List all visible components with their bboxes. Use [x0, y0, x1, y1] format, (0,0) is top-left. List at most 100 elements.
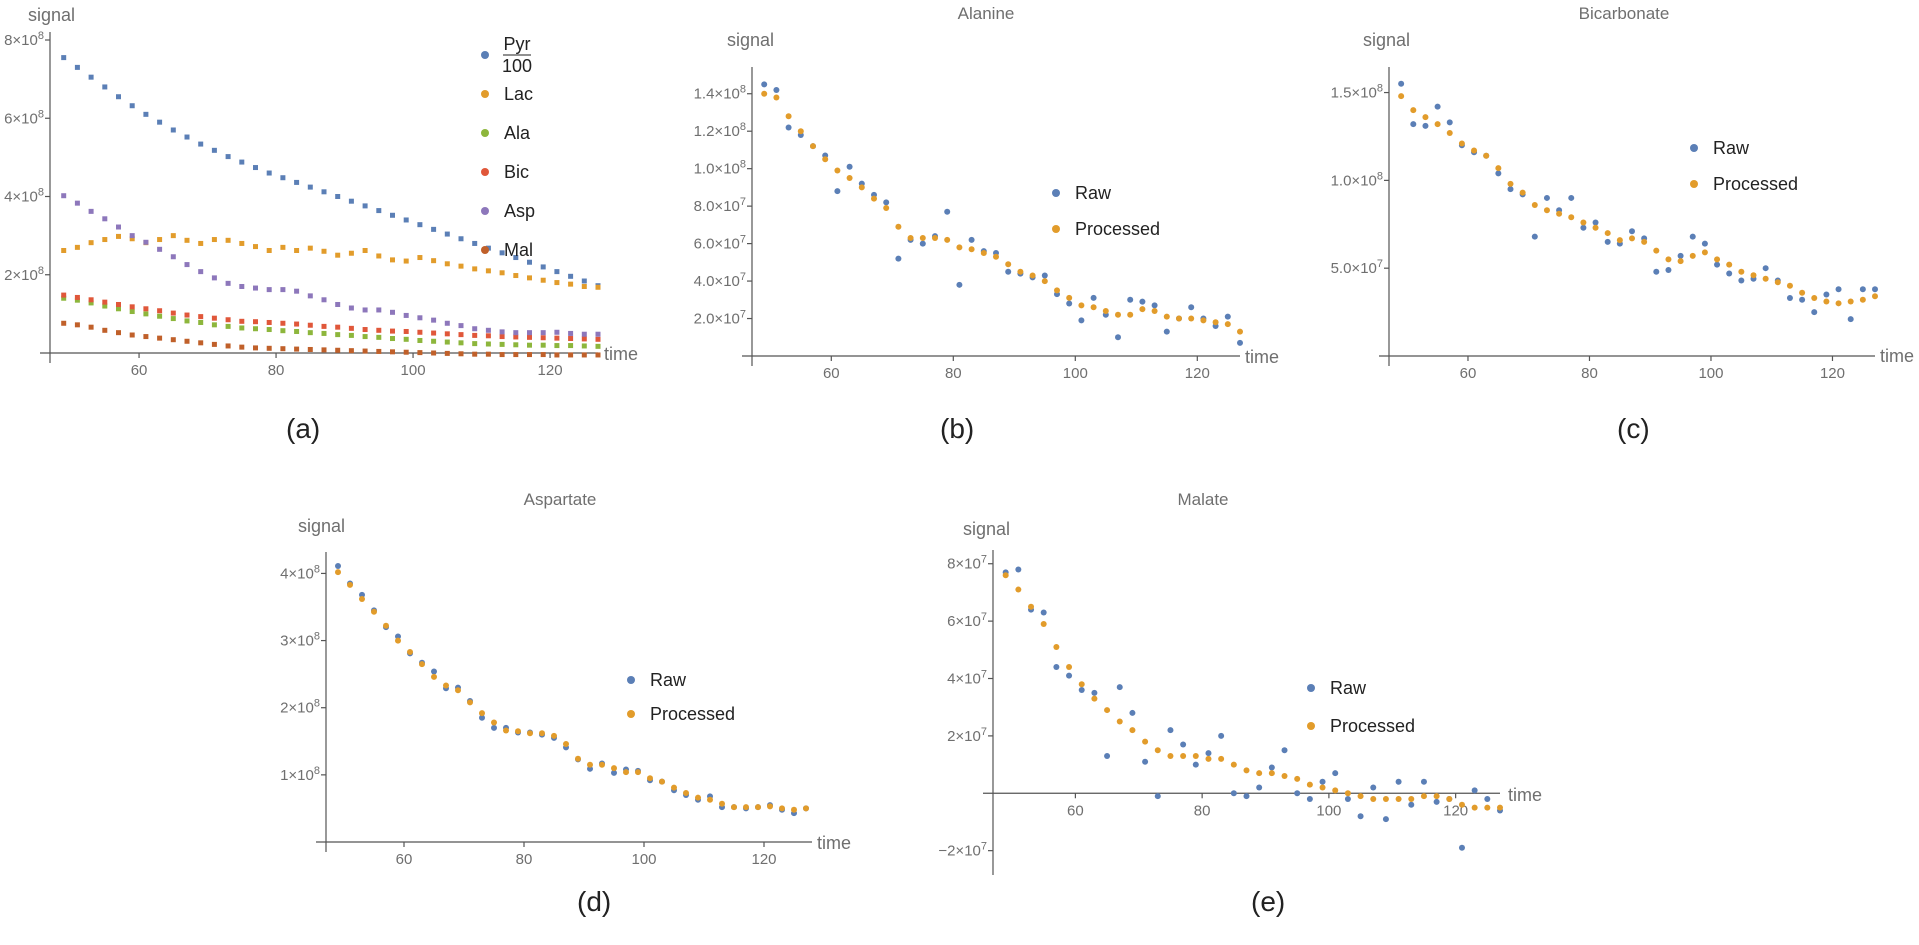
chart-a-point-ala — [581, 343, 587, 349]
chart-a-point-mal — [472, 351, 478, 357]
chart-a-point-mal — [143, 334, 149, 340]
chart-a-point-bic — [513, 334, 519, 340]
chart-a-point-pyr — [253, 165, 258, 171]
chart-a-point-bic — [225, 317, 231, 323]
chart-a-point-mal — [554, 352, 560, 358]
chart-a-point-ala — [458, 340, 464, 346]
chart-b-point-processed — [1005, 261, 1012, 268]
chart-a-point-lac — [362, 247, 368, 253]
chart-d-xtick-label: 80 — [516, 851, 533, 868]
chart-a-point-bic — [184, 312, 190, 318]
chart-b-point-processed — [1188, 315, 1195, 322]
chart-b-point-processed — [871, 195, 877, 202]
chart-b-point-raw — [919, 240, 926, 247]
chart-b-point-processed — [1102, 308, 1109, 315]
chart-e-point-processed — [1180, 752, 1187, 759]
chart-d-point-processed — [419, 661, 425, 668]
chart-a-point-pyr — [390, 212, 395, 218]
chart-b-point-raw — [1090, 294, 1097, 301]
chart-e-point-processed — [1116, 718, 1123, 725]
chart-a-point-ala — [61, 295, 67, 301]
chart-a-point-mal — [321, 347, 327, 353]
chart-a-point-mal — [211, 341, 217, 347]
chart-d-point-processed — [731, 804, 737, 811]
chart-a-point-pyr — [294, 179, 300, 185]
panel-label-b: (b) — [940, 413, 974, 444]
chart-a-point-pyr — [335, 194, 341, 199]
chart-c-point-processed — [1665, 256, 1672, 263]
chart-b-point-processed — [907, 234, 914, 241]
chart-e-ytick-label: −2×107 — [938, 841, 987, 860]
chart-a-point-lac — [129, 236, 135, 242]
chart-e-point-processed — [1471, 804, 1478, 811]
chart-d-point-processed — [671, 784, 677, 791]
chart-a-point-bic — [198, 314, 204, 320]
chart-a-point-mal — [157, 335, 163, 341]
chart-a-point-mal — [458, 351, 464, 357]
legend-label-e-processed: Processed — [1330, 716, 1415, 736]
legend-label-c-processed: Processed — [1713, 174, 1798, 194]
chart-c-point-processed — [1786, 282, 1793, 289]
chart-c-point-raw — [1568, 194, 1575, 201]
chart-d: Aspartate signal time (d) 60 80 100 120 1×10… — [280, 490, 851, 917]
chart-a-point-ala — [294, 328, 300, 334]
chart-c-point-raw — [1847, 316, 1854, 323]
chart-a-point-asp — [157, 246, 163, 252]
chart-a-point-ala — [417, 337, 423, 343]
legend-marker-a-pyr — [481, 51, 489, 59]
chart-d-point-processed — [371, 608, 377, 615]
chart-a-point-asp — [74, 200, 80, 206]
chart-a-point-mal — [390, 349, 395, 355]
chart-b-ytick-label: 1.0×108 — [694, 159, 746, 178]
panel-label-c: (c) — [1617, 413, 1650, 444]
chart-a-point-pyr — [74, 64, 80, 70]
chart-a-point-asp — [568, 330, 574, 336]
chart-b-point-raw — [1115, 334, 1121, 341]
chart-d-point-processed — [515, 728, 521, 735]
chart-d-xtick-label: 60 — [396, 851, 413, 868]
chart-e-point-raw — [1218, 732, 1225, 739]
chart-b-point-raw — [883, 199, 890, 206]
legend-marker-e-processed — [1307, 722, 1315, 730]
chart-a-point-mal — [595, 352, 601, 358]
chart-a-point-ala — [540, 342, 546, 348]
chart-a-point-lac — [499, 270, 505, 276]
chart-a-point-bic — [499, 334, 505, 340]
chart-a-point-asp — [513, 330, 519, 336]
chart-a-point-mal — [61, 320, 67, 326]
chart-a-point-bic — [348, 325, 354, 331]
chart-a-point-mal — [184, 338, 190, 344]
legend-marker-a-lac — [481, 90, 489, 98]
chart-e-point-raw — [1281, 747, 1288, 754]
chart-e-point-processed — [1294, 775, 1301, 782]
chart-b-point-processed — [1041, 278, 1048, 285]
chart-e-point-processed — [1408, 796, 1415, 803]
chart-c-point-processed — [1519, 189, 1526, 196]
chart-a-point-pyr — [198, 141, 204, 147]
chart-a-point-lac — [294, 247, 300, 253]
chart-a-point-mal — [239, 344, 245, 350]
chart-a-point-bic — [390, 328, 395, 334]
chart-e-point-processed — [1370, 796, 1377, 803]
chart-a-point-lac — [225, 237, 231, 243]
chart-c-point-processed — [1859, 296, 1866, 303]
chart-a-point-asp — [499, 329, 505, 335]
chart-c-point-processed — [1568, 214, 1575, 221]
chart-a-point-pyr — [102, 84, 108, 90]
chart-e-point-raw — [1091, 689, 1098, 696]
chart-a-point-pyr — [239, 159, 245, 165]
chart-d-point-processed — [347, 581, 353, 588]
panel-label-a: (a) — [286, 413, 320, 444]
chart-a-point-mal — [102, 327, 108, 333]
chart-c-point-raw — [1495, 170, 1502, 177]
chart-c-point-processed — [1616, 237, 1623, 244]
chart-a-point-pyr — [540, 264, 546, 270]
chart-d-title: Aspartate — [524, 490, 597, 509]
chart-a-point-asp — [253, 285, 258, 291]
chart-d-xtick-label: 100 — [631, 851, 656, 868]
chart-e-point-raw — [1382, 816, 1389, 823]
chart-a-point-bic — [376, 327, 382, 333]
chart-a-point-pyr — [499, 250, 505, 256]
